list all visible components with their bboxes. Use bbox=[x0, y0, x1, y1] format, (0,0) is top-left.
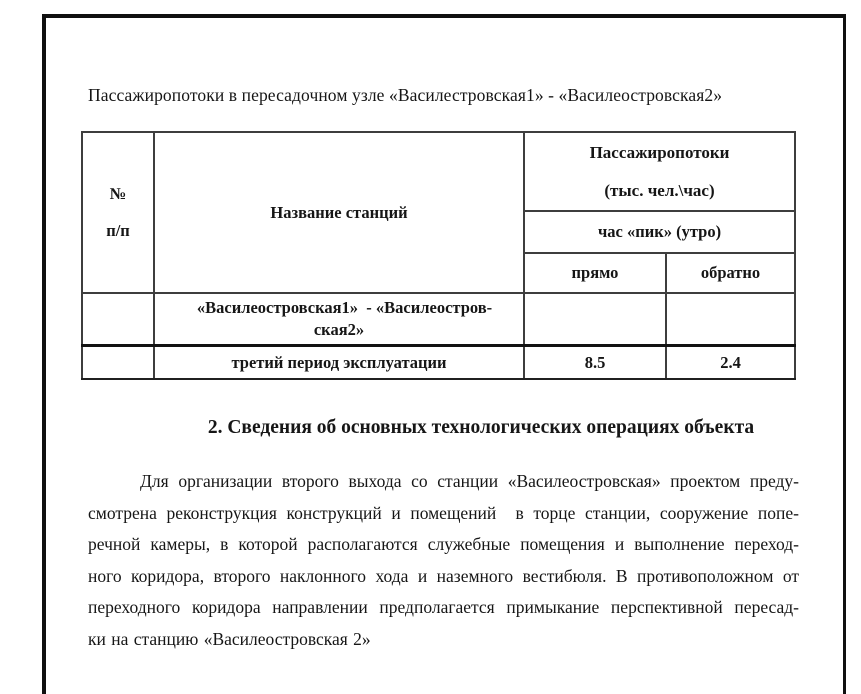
row1-cell-reverse bbox=[664, 292, 797, 347]
header-cell-reverse: обратно bbox=[664, 252, 797, 294]
row2-cell-number bbox=[81, 344, 155, 380]
paragraph-line: Для организации второго выхода со станци… bbox=[140, 471, 799, 491]
header-number-abbr: п/п bbox=[106, 221, 130, 240]
passenger-flow-table: № п/п Название станций Пассажиропотоки (… bbox=[81, 131, 797, 380]
paragraph-line: ного коридора, второго наклонного хода и… bbox=[88, 565, 799, 586]
table-row-period: третий период эксплуатации 8.5 2.4 bbox=[81, 344, 797, 380]
paragraph-line: смотрена реконструкция конструкций и пом… bbox=[88, 502, 799, 523]
paragraph-line: ки на станцию «Василеостровская 2» bbox=[88, 628, 371, 649]
header-cell-passenger-flows: Пассажиропотоки (тыс. чел.\час) bbox=[522, 131, 797, 212]
row2-cell-direct-value: 8.5 bbox=[523, 344, 667, 380]
row1-cell-station-name: «Василеостровская1» - «Василеостров- ска… bbox=[153, 292, 525, 347]
section-heading: 2. Сведения об основных технологических … bbox=[207, 417, 755, 438]
table-header-row-1: № п/п Название станций Пассажиропотоки (… bbox=[81, 131, 797, 294]
table-row-stations: «Василеостровская1» - «Василеостров- ска… bbox=[81, 292, 797, 347]
header-cell-station-name: Название станций bbox=[153, 131, 525, 294]
row1-station-line2: ская2» bbox=[313, 320, 365, 339]
table-caption: Пассажиропотоки в пересадочном узле «Вас… bbox=[88, 85, 723, 105]
row1-cell-direct bbox=[523, 292, 667, 347]
header-number-sign: № bbox=[109, 183, 127, 203]
header-cell-number: № п/п bbox=[81, 131, 155, 294]
page-border-frame bbox=[42, 14, 846, 694]
header-flows-units: (тыс. чел.\час) bbox=[604, 181, 715, 200]
header-cell-direct: прямо bbox=[523, 252, 667, 294]
paragraph-line: переходного коридора направлении предпол… bbox=[88, 597, 799, 618]
row2-cell-reverse-value: 2.4 bbox=[664, 344, 797, 380]
table-header-row-2: час «пик» (утро) bbox=[82, 210, 797, 254]
table-header-row-3: прямо обратно bbox=[82, 252, 797, 294]
paragraph-line: речной камеры, в которой располагаются с… bbox=[88, 534, 799, 555]
header-flows-title: Пассажиропотоки bbox=[589, 143, 730, 162]
header-cell-peak-hour: час «пик» (утро) bbox=[522, 210, 797, 254]
scanned-document-page: { "page": { "caption": "Пассажиропотоки … bbox=[42, 14, 846, 694]
row1-cell-number bbox=[81, 292, 155, 347]
row1-station-line1: «Василеостровская1» - «Василеостров- bbox=[196, 298, 493, 317]
row2-cell-period-label: третий период эксплуатации bbox=[153, 344, 525, 380]
body-paragraph: Для организации второго выхода со станци… bbox=[88, 466, 799, 656]
